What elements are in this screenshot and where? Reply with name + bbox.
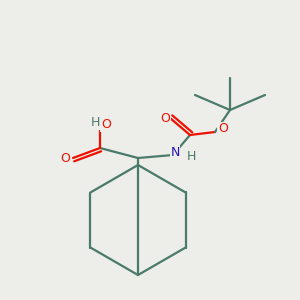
Text: N: N: [170, 146, 180, 158]
Text: O: O: [101, 118, 111, 131]
Text: O: O: [160, 112, 170, 125]
Text: O: O: [218, 122, 228, 136]
Text: H: H: [90, 116, 100, 130]
Text: O: O: [60, 152, 70, 164]
Text: H: H: [186, 149, 196, 163]
